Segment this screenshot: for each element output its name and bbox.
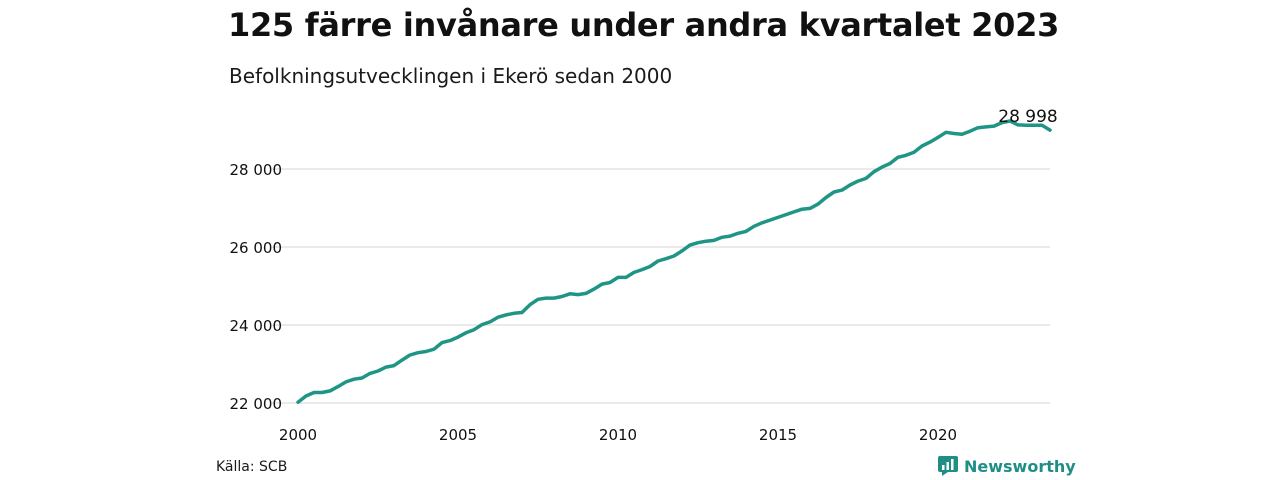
chart-badge-icon	[938, 456, 958, 476]
y-tick-label: 26 000	[230, 239, 283, 257]
x-tick-label: 2005	[439, 426, 477, 444]
x-tick-label: 2000	[279, 426, 317, 444]
population-series-line	[296, 119, 1052, 404]
x-tick-label: 2010	[599, 426, 637, 444]
brand-name: Newsworthy	[964, 456, 1076, 476]
chart-subtitle: Befolkningsutvecklingen i Ekerö sedan 20…	[229, 64, 673, 88]
chart-title: 125 färre invånare under andra kvartalet…	[228, 6, 1060, 44]
x-tick-label: 2015	[759, 426, 797, 444]
end-value-label: 28 998	[998, 107, 1057, 127]
brand-logo: Newsworthy	[938, 456, 1076, 476]
x-tick-label: 2020	[919, 426, 957, 444]
source-note: Källa: SCB	[216, 459, 288, 475]
y-tick-label: 28 000	[230, 161, 283, 179]
y-tick-label: 22 000	[230, 395, 283, 413]
y-tick-label: 24 000	[230, 317, 283, 335]
